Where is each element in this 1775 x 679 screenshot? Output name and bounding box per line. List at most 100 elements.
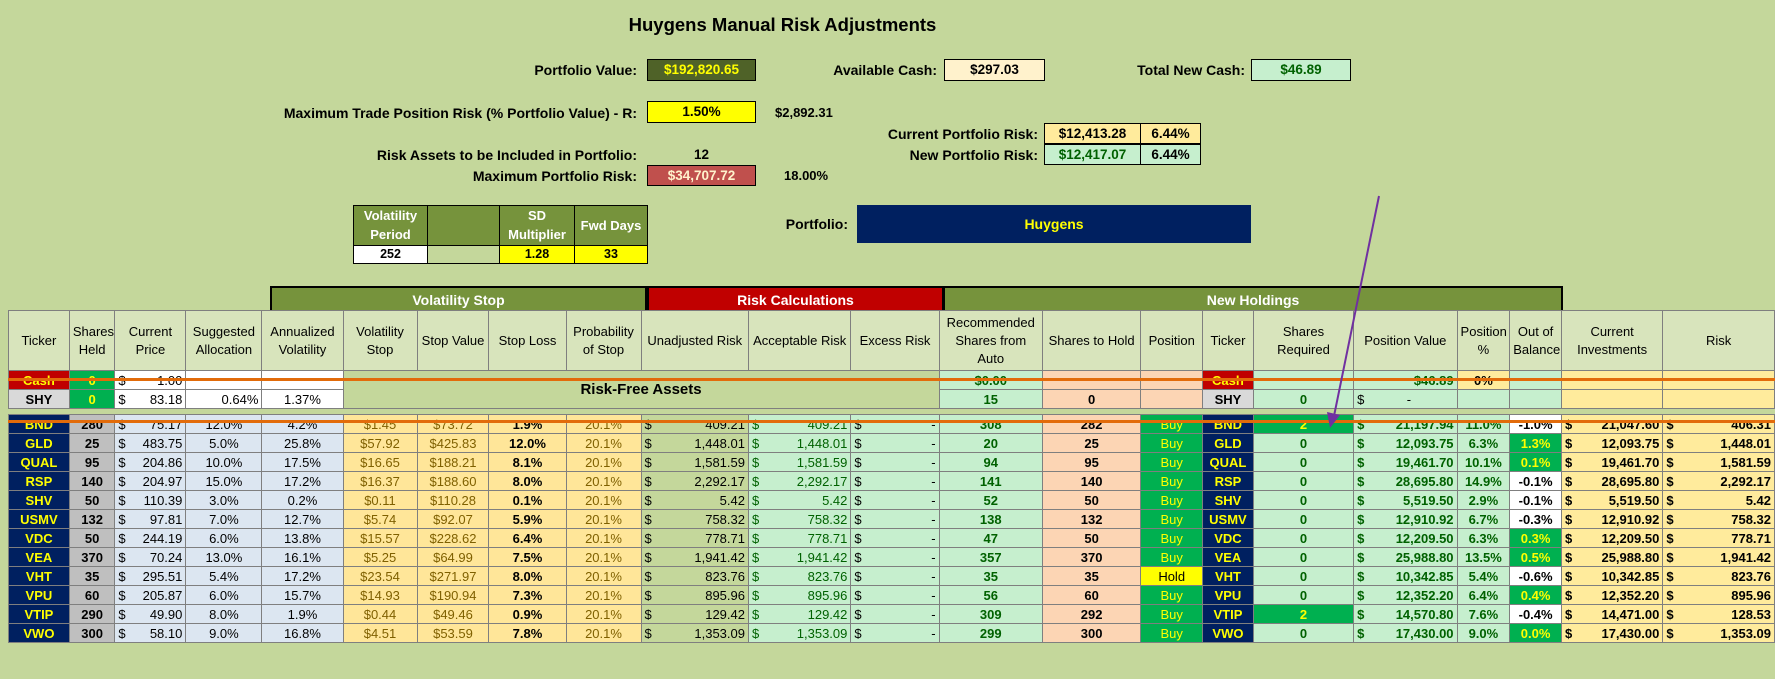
shy-vol: 1.37% — [261, 389, 344, 409]
shares-required[interactable]: 0 — [1252, 452, 1355, 472]
position-value: $14,570.80 — [1353, 604, 1458, 624]
vol-period-value[interactable]: 252 — [353, 245, 428, 264]
out-of-balance: -0.4% — [1509, 604, 1562, 624]
cell — [1560, 389, 1664, 409]
cell — [343, 408, 417, 415]
position-value: $28,695.80 — [1353, 471, 1458, 491]
current-price: $75.17 — [114, 414, 187, 434]
shares-required[interactable]: 0 — [1252, 528, 1355, 548]
shy-position-value: $ - — [1353, 389, 1458, 409]
probability-of-stop: 20.1% — [565, 547, 642, 567]
stop-loss: 7.3% — [488, 585, 567, 605]
shares-held[interactable]: 140 — [68, 471, 116, 491]
position-value: $21,197.94 — [1353, 414, 1458, 434]
section-header-risk-calculations: Risk Calculations — [647, 286, 944, 310]
cell — [185, 408, 262, 415]
probability-of-stop: 20.1% — [565, 414, 642, 434]
holdings-table: Ticker Shares Held Current Price Suggested … — [8, 310, 1775, 643]
shares-required[interactable]: 0 — [1252, 623, 1355, 643]
new-portfolio-risk: $12,417.07 — [1044, 144, 1141, 165]
cell — [1140, 408, 1203, 415]
column-header: Stop Value — [416, 310, 490, 371]
shares-held[interactable]: 95 — [68, 452, 116, 472]
recommended-shares: 20 — [938, 433, 1043, 453]
shares-required[interactable]: 0 — [1252, 490, 1355, 510]
ticker: USMV — [8, 509, 70, 529]
ticker: BND — [8, 414, 70, 434]
shares-held[interactable]: 35 — [68, 566, 116, 586]
annualized-volatility: 16.8% — [261, 623, 344, 643]
portfolio-value[interactable]: $192,820.65 — [647, 59, 756, 81]
shy-held[interactable]: 0 — [68, 389, 116, 409]
stop-loss: 8.0% — [488, 566, 567, 586]
ticker-2: VTIP — [1202, 604, 1254, 624]
position[interactable]: Buy — [1140, 471, 1204, 491]
shares-held[interactable]: 50 — [68, 528, 116, 548]
shares-required[interactable]: 0 — [1252, 566, 1355, 586]
shares-to-hold: 282 — [1041, 414, 1142, 434]
vol-period-header: Volatility Period — [353, 205, 428, 246]
stop-loss: 1.9% — [488, 414, 567, 434]
cell — [1457, 408, 1510, 415]
total-new-cash[interactable]: $46.89 — [1251, 59, 1351, 81]
ticker-2: VDC — [1202, 528, 1254, 548]
shares-held[interactable]: 50 — [68, 490, 116, 510]
shares-held[interactable]: 25 — [68, 433, 116, 453]
shares-required[interactable]: 0 — [1252, 585, 1355, 605]
cell — [566, 408, 642, 415]
position[interactable]: Buy — [1140, 433, 1204, 453]
cell — [1662, 408, 1775, 415]
shares-held[interactable]: 370 — [68, 547, 116, 567]
new-portfolio-risk-label: New Portfolio Risk: — [909, 147, 1038, 163]
shares-required[interactable]: 0 — [1252, 471, 1355, 491]
suggested-allocation: 5.4% — [185, 566, 263, 586]
annualized-volatility: 17.2% — [261, 566, 344, 586]
shares-held[interactable]: 280 — [68, 414, 116, 434]
shares-held[interactable]: 300 — [68, 623, 116, 643]
position[interactable]: Hold — [1140, 566, 1204, 586]
cell — [114, 408, 186, 415]
position[interactable]: Buy — [1140, 414, 1204, 434]
position[interactable]: Buy — [1140, 452, 1204, 472]
portfolio-name[interactable]: Huygens — [857, 205, 1251, 243]
shares-held[interactable]: 132 — [68, 509, 116, 529]
position[interactable]: Buy — [1140, 547, 1204, 567]
shares-required[interactable]: 0 — [1252, 547, 1355, 567]
position[interactable]: Buy — [1140, 585, 1204, 605]
table-row: VPU 60 $205.87 6.0% 15.7% $14.93 $190.94 7.3% 20… — [8, 585, 1775, 605]
out-of-balance: 0.4% — [1509, 585, 1562, 605]
shares-held[interactable]: 60 — [68, 585, 116, 605]
table-row: GLD 25 $483.75 5.0% 25.8% $57.92 $425.83 12.0% 2… — [8, 433, 1775, 453]
shares-to-hold: 50 — [1041, 490, 1142, 510]
position[interactable]: Buy — [1140, 604, 1204, 624]
unadjusted-risk: $758.32 — [640, 509, 749, 529]
fwd-value[interactable]: 33 — [574, 245, 648, 264]
suggested-allocation: 13.0% — [185, 547, 263, 567]
position[interactable]: Buy — [1140, 490, 1204, 510]
position-value: $5,519.50 — [1353, 490, 1458, 510]
position[interactable]: Buy — [1140, 623, 1204, 643]
max-trade-risk[interactable]: 1.50% — [647, 101, 756, 123]
position-pct: 13.5% — [1456, 547, 1511, 567]
table-row: QUAL 95 $204.86 10.0% 17.5% $16.65 $188.21 8.1%… — [8, 452, 1775, 472]
excess-risk: $ - — [850, 623, 940, 643]
available-cash[interactable]: $297.03 — [944, 59, 1045, 81]
stop-loss: 7.8% — [488, 623, 567, 643]
position[interactable]: Buy — [1140, 528, 1204, 548]
probability-of-stop: 20.1% — [565, 585, 642, 605]
shares-required[interactable]: 2 — [1252, 604, 1355, 624]
max-portfolio-risk[interactable]: $34,707.72 — [647, 165, 756, 186]
shares-required[interactable]: 0 — [1252, 433, 1355, 453]
position[interactable]: Buy — [1140, 509, 1204, 529]
volatility-stop: $5.74 — [342, 509, 418, 529]
stop-value: $190.94 — [416, 585, 490, 605]
excess-risk: $ - — [850, 585, 940, 605]
risk: $895.96 — [1662, 585, 1775, 605]
sd-value[interactable]: 1.28 — [499, 245, 575, 264]
ticker: GLD — [8, 433, 70, 453]
position-pct: 11.0% — [1456, 414, 1511, 434]
shares-required[interactable]: 0 — [1252, 509, 1355, 529]
shares-held[interactable]: 290 — [68, 604, 116, 624]
risk: $1,353.09 — [1662, 623, 1775, 643]
current-portfolio-risk-pct: 6.44% — [1140, 123, 1201, 144]
